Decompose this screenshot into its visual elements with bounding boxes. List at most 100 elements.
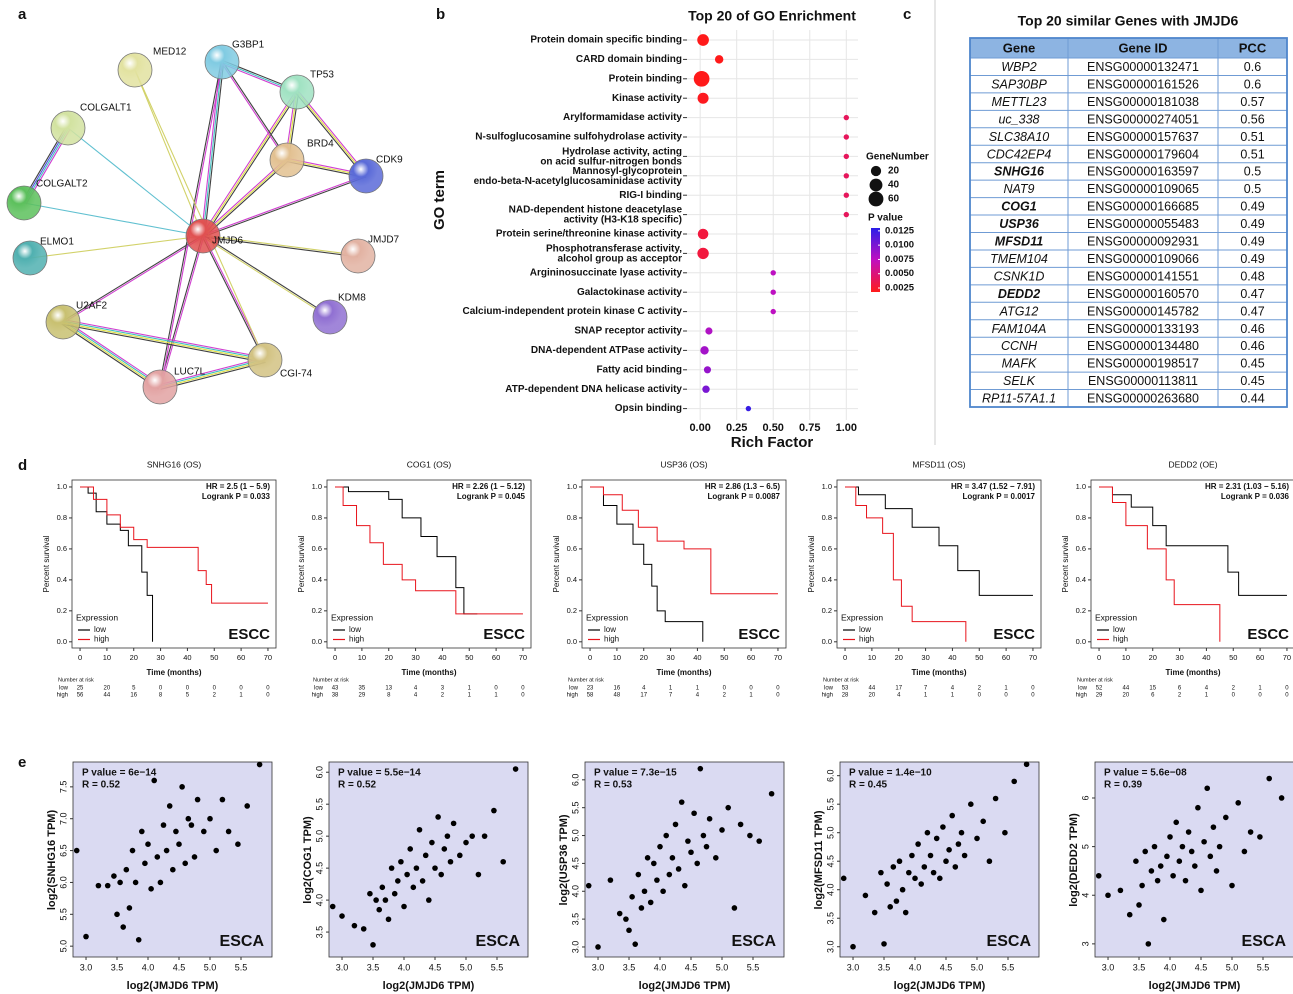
edge (29, 235, 204, 259)
point (432, 865, 438, 871)
point (706, 816, 713, 822)
y-tick-label: 4.0 (314, 894, 324, 907)
table-cell: WBP2 (1001, 60, 1036, 74)
x-axis-title: log2(JMJD6 TPM) (127, 980, 219, 992)
x-tick-label: 4.0 (142, 962, 155, 972)
edge (158, 235, 203, 387)
x-tick-label: 40 (438, 653, 446, 662)
risk-count: 16 (614, 686, 621, 692)
risk-count: 56 (77, 693, 84, 699)
edge (134, 69, 266, 361)
x-tick-label: 3.5 (623, 962, 636, 972)
table-cell: ENSG00000274051 (1087, 112, 1199, 126)
risk-count: 2 (978, 686, 982, 692)
y-tick-label: Kinase activity (612, 93, 682, 104)
x-tick-label: 50 (210, 653, 218, 662)
risk-count: 1 (749, 693, 753, 699)
x-tick-label: 30 (156, 653, 164, 662)
dot (697, 247, 709, 260)
risk-count: 2 (441, 693, 445, 699)
colorbar-label: 0.0075 (885, 254, 915, 265)
x-tick-label: 4.5 (1195, 962, 1208, 972)
point (887, 904, 894, 910)
annotation: HR = 2.86 (1.3 − 6.5) (705, 482, 780, 491)
x-axis-title: log2(JMJD6 TPM) (383, 980, 475, 992)
edge (296, 91, 367, 177)
survival-curve (845, 486, 1033, 596)
risk-count: 1 (1258, 686, 1262, 692)
risk-count: 0 (1031, 693, 1035, 699)
edge (159, 357, 265, 386)
x-tick-label: 3.5 (878, 962, 891, 972)
risk-count: 0 (776, 693, 780, 699)
table-cell: ENSG00000132471 (1087, 60, 1199, 74)
table-cell: ENSG00000113811 (1088, 374, 1198, 388)
risk-count: 2 (1232, 686, 1236, 692)
node-label: COLGALT1 (80, 103, 132, 114)
x-tick-label: 20 (895, 653, 903, 662)
point (1176, 858, 1183, 865)
risk-title: Number at risk (568, 677, 604, 683)
risk-count: 48 (614, 693, 621, 699)
point (927, 852, 934, 859)
edge (204, 62, 225, 237)
point (1182, 877, 1189, 884)
y-tick-label: 6.5 (58, 844, 68, 857)
point (940, 824, 946, 830)
x-axis-title: Time (months) (657, 668, 712, 677)
colorbar-label: 0.0050 (885, 268, 914, 279)
point (862, 892, 869, 899)
point (219, 796, 226, 803)
point (360, 926, 367, 932)
table-cell: 0.46 (1240, 339, 1264, 353)
y-tick-label: 0.4 (567, 575, 577, 584)
legend-label: low (604, 625, 616, 634)
risk-count: 0 (494, 686, 498, 692)
annotation: R = 0.52 (82, 780, 121, 791)
point (235, 841, 241, 848)
x-tick-label: 4.0 (909, 962, 922, 972)
edge (160, 361, 266, 390)
x-tick-label: 70 (774, 653, 782, 662)
edge (201, 90, 297, 236)
x-tick-label: 40 (693, 653, 701, 662)
point (946, 847, 952, 853)
y-axis-title: log2(DEDD2 TPM) (1068, 813, 1080, 907)
table-title: Top 20 similar Genes with JMJD6 (1018, 13, 1239, 29)
point (632, 941, 639, 947)
point (416, 826, 423, 833)
node-label: JMJD6 (212, 236, 244, 247)
point (585, 882, 592, 889)
point (682, 882, 688, 889)
annotation: HR = 2.5 (1 − 5.9) (206, 482, 270, 491)
x-tick-label: 0 (333, 653, 337, 662)
y-tick-label: 0.8 (567, 513, 577, 522)
risk-count: 13 (385, 686, 392, 692)
y-tick-label: Phosphotransferase activity, alcohol grou… (546, 243, 682, 264)
point (943, 858, 949, 865)
risk-count: 8 (159, 693, 163, 699)
annotation: HR = 2.31 (1.03 − 5.16) (1205, 482, 1289, 491)
point (1117, 887, 1124, 894)
edge (62, 322, 160, 389)
point (840, 875, 847, 882)
node (117, 52, 153, 88)
point (123, 866, 130, 873)
risk-count: 0 (1285, 693, 1289, 699)
x-tick-label: 0 (588, 653, 592, 662)
x-tick-label: 5.5 (491, 962, 504, 972)
table-header: Gene ID (1118, 40, 1167, 55)
y-tick-label: 0.2 (57, 606, 67, 615)
point (890, 864, 897, 870)
table-cell: USP36 (999, 217, 1040, 231)
y-tick-label: 0.2 (567, 606, 577, 615)
x-tick-label: 10 (1122, 653, 1130, 662)
point (1133, 858, 1139, 865)
node (185, 218, 221, 254)
point (1216, 843, 1223, 850)
x-tick-label: 1.00 (836, 422, 857, 434)
point (1142, 848, 1149, 855)
legend-title: GeneNumber (866, 152, 929, 163)
chart-title: Top 20 of GO Enrichment (688, 8, 856, 24)
